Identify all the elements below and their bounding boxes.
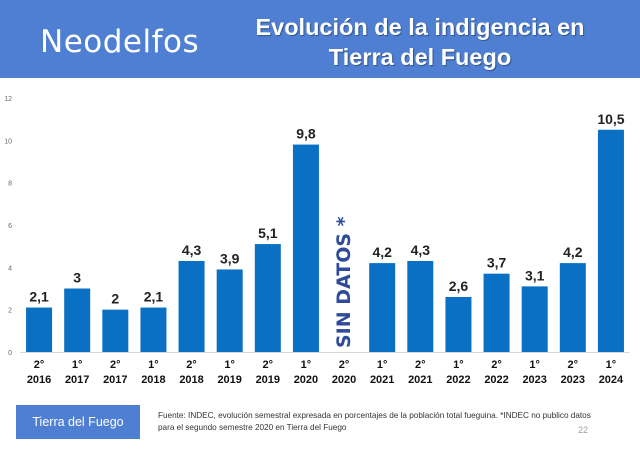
bar: [407, 260, 434, 352]
x-tick-year: 2017: [103, 374, 127, 386]
bar-value-label: 3,7: [487, 255, 507, 271]
bar: [64, 288, 91, 352]
x-tick-semester: 1°: [377, 359, 388, 371]
bar-value-label: 4,2: [563, 244, 583, 260]
bar: [254, 244, 281, 352]
x-tick-year: 2019: [256, 374, 280, 386]
y-tick-label: 8: [8, 181, 12, 188]
x-tick-year: 2020: [294, 374, 318, 386]
y-tick-label: 12: [4, 96, 12, 103]
x-tick-year: 2024: [599, 374, 624, 386]
bar-value-label: 2,6: [449, 278, 469, 294]
bar-value-label: 2,1: [144, 289, 164, 305]
bar-value-label: 2,1: [29, 289, 49, 305]
chart-title-line-1: Evolución de la indigencia en: [255, 14, 585, 40]
x-tick-semester: 1°: [224, 359, 235, 371]
bar-value-label: 4,3: [182, 242, 202, 258]
x-tick-semester: 1°: [453, 359, 464, 371]
bar: [521, 286, 548, 352]
x-tick-semester: 1°: [148, 359, 159, 371]
bar: [292, 144, 319, 352]
bar-value-label: 3,9: [220, 250, 240, 266]
header-banner: Neodelfos Evolución de la indigencia en …: [0, 0, 640, 78]
x-tick-year: 2023: [561, 374, 585, 386]
x-tick-year: 2018: [179, 374, 203, 386]
bar-value-label: 2: [111, 291, 119, 307]
chart-title-line-2: Tierra del Fuego: [328, 44, 512, 70]
x-tick-year: 2022: [484, 374, 508, 386]
chart-title: Evolución de la indigencia en Tierra del…: [220, 12, 620, 72]
x-tick-semester: 1°: [72, 359, 83, 371]
x-tick-semester: 1°: [301, 359, 312, 371]
x-tick-semester: 2°: [110, 359, 121, 371]
bar: [369, 263, 396, 352]
bar-value-label: 9,8: [296, 126, 316, 142]
bar: [216, 269, 243, 352]
bar-value-label: 5,1: [258, 225, 278, 241]
x-tick-semester: 2°: [263, 359, 274, 371]
bar: [140, 307, 167, 352]
bar-value-label: 4,2: [372, 244, 392, 260]
bar: [559, 263, 586, 352]
y-tick-label: 0: [8, 350, 12, 357]
y-tick-label: 10: [4, 138, 12, 145]
missing-data-label: SIN DATOS *: [333, 216, 355, 348]
x-tick-year: 2017: [65, 374, 89, 386]
x-tick-year: 2022: [446, 374, 470, 386]
bar-chart: 0 2 4 6 8 10 12 2,1 2° 2016 3 1° 2017 2 2° 2017 2,1 1° 201…: [4, 96, 630, 386]
y-tick-label: 4: [8, 265, 12, 272]
x-tick-year: 2019: [217, 374, 241, 386]
bar: [597, 129, 624, 352]
x-tick-semester: 2°: [186, 359, 197, 371]
bar-value-label: 3: [73, 270, 81, 286]
y-tick-label: 2: [8, 308, 12, 315]
x-tick-year: 2021: [408, 374, 432, 386]
brand-logo-text: Neodelfos: [40, 24, 200, 60]
x-tick-year: 2020: [332, 374, 356, 386]
x-tick-year: 2021: [370, 374, 394, 386]
y-tick-label: 6: [8, 223, 12, 230]
x-tick-year: 2023: [522, 374, 546, 386]
bar: [102, 309, 129, 352]
bar: [178, 260, 205, 352]
bar: [445, 296, 472, 352]
x-tick-year: 2016: [27, 374, 51, 386]
x-tick-semester: 1°: [529, 359, 540, 371]
x-tick-semester: 2°: [568, 359, 579, 371]
source-note: Fuente: INDEC, evolución semestral expre…: [158, 411, 591, 432]
x-tick-year: 2018: [141, 374, 165, 386]
legend-label-box: Tierra del Fuego: [16, 405, 140, 439]
bar: [26, 307, 53, 352]
x-tick-semester: 2°: [491, 359, 502, 371]
bar-value-label: 10,5: [597, 111, 624, 127]
x-tick-semester: 1°: [606, 359, 617, 371]
x-tick-semester: 2°: [339, 359, 350, 371]
x-tick-semester: 2°: [34, 359, 45, 371]
bar-value-label: 4,3: [411, 242, 431, 258]
bar: [483, 273, 510, 352]
x-tick-semester: 2°: [415, 359, 426, 371]
page-number: 22: [578, 425, 589, 435]
bar-value-label: 3,1: [525, 267, 545, 283]
